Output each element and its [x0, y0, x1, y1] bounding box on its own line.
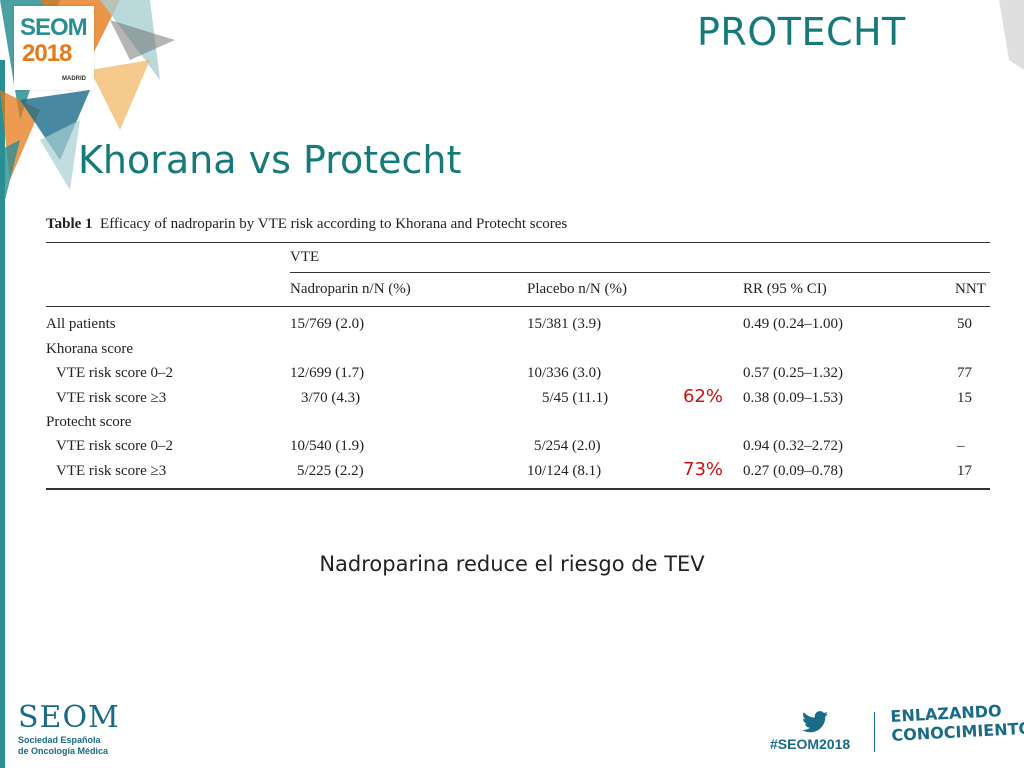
- cell-placebo: 10/124 (8.1): [527, 463, 602, 479]
- logo-year: 2018: [22, 40, 72, 67]
- group-header: VTE: [290, 249, 320, 265]
- col-header-nadroparin: Nadroparin n/N (%): [290, 281, 411, 297]
- logo-text: SEOM: [20, 14, 88, 41]
- logo-city: MADRID: [62, 76, 86, 82]
- protecht-reduction-annotation: 73%: [683, 459, 724, 480]
- footer-org-line1: Sociedad Española: [18, 735, 101, 745]
- cell-nadroparin: 15/769 (2.0): [290, 316, 365, 332]
- table-rule-header: [46, 306, 990, 307]
- slide-caption: Nadroparina reduce el riesgo de TEV: [319, 552, 705, 576]
- col-header-rr: RR (95 % CI): [743, 281, 827, 297]
- left-accent-bar: [0, 60, 5, 768]
- footer-org-line2: de Oncología Médica: [18, 746, 109, 756]
- cell-rr: 0.94 (0.32–2.72): [743, 438, 843, 454]
- hashtag: #SEOM2018: [770, 736, 851, 752]
- footer-org-name: SEOM: [18, 700, 120, 735]
- row-label: VTE risk score 0–2: [56, 438, 174, 454]
- cell-rr: 0.57 (0.25–1.32): [743, 365, 843, 381]
- row-label: VTE risk score ≥3: [56, 390, 167, 406]
- khorana-reduction-annotation: 62%: [683, 386, 724, 407]
- table-rule-bottom: [46, 488, 990, 490]
- table-caption-label: Table 1: [46, 216, 93, 232]
- cell-nnt: 15: [957, 390, 972, 406]
- row-section-label: Khorana score: [46, 341, 134, 357]
- cell-nnt: –: [957, 438, 965, 454]
- cell-nadroparin: 10/540 (1.9): [290, 438, 365, 454]
- row-section-label: Protecht score: [46, 414, 132, 430]
- efficacy-table: Table 1 Efficacy of nadroparin by VTE ri…: [36, 206, 996, 496]
- row-label: All patients: [46, 316, 116, 332]
- seom-footer-logo: SEOM Sociedad Española de Oncología Médi…: [18, 700, 120, 757]
- col-header-nnt: NNT: [955, 281, 986, 297]
- table-caption: Table 1 Efficacy of nadroparin by VTE ri…: [46, 216, 567, 233]
- cell-placebo: 10/336 (3.0): [527, 365, 602, 381]
- cell-placebo: 5/254 (2.0): [534, 438, 601, 454]
- cell-nnt: 77: [957, 365, 972, 381]
- row-label: VTE risk score 0–2: [56, 365, 174, 381]
- table-rule-top: [46, 242, 990, 243]
- seom-2018-logo: SEOM 2018 MADRID: [14, 6, 94, 90]
- twitter-bird-icon: [802, 711, 828, 733]
- header-title: PROTECHT: [697, 10, 906, 54]
- cell-nnt: 50: [957, 316, 972, 332]
- cell-nadroparin: 12/699 (1.7): [290, 365, 365, 381]
- decorative-corner: [999, 0, 1024, 70]
- slide-title: Khorana vs Protecht: [78, 138, 462, 182]
- table-rule-group: [290, 272, 990, 273]
- col-header-placebo: Placebo n/N (%): [527, 281, 627, 297]
- cell-nadroparin: 3/70 (4.3): [301, 390, 361, 406]
- slogan: ENLAZANDO CONOCIMIENTO: [890, 700, 1024, 745]
- cell-placebo: 15/381 (3.9): [527, 316, 602, 332]
- cell-rr: 0.49 (0.24–1.00): [743, 316, 843, 332]
- cell-rr: 0.38 (0.09–1.53): [743, 390, 843, 406]
- footer-divider: [874, 712, 875, 752]
- cell-nadroparin: 5/225 (2.2): [297, 463, 364, 479]
- cell-nnt: 17: [957, 463, 972, 479]
- table-caption-text: Efficacy of nadroparin by VTE risk accor…: [100, 216, 568, 232]
- cell-placebo: 5/45 (11.1): [542, 390, 609, 406]
- row-label: VTE risk score ≥3: [56, 463, 167, 479]
- cell-rr: 0.27 (0.09–0.78): [743, 463, 843, 479]
